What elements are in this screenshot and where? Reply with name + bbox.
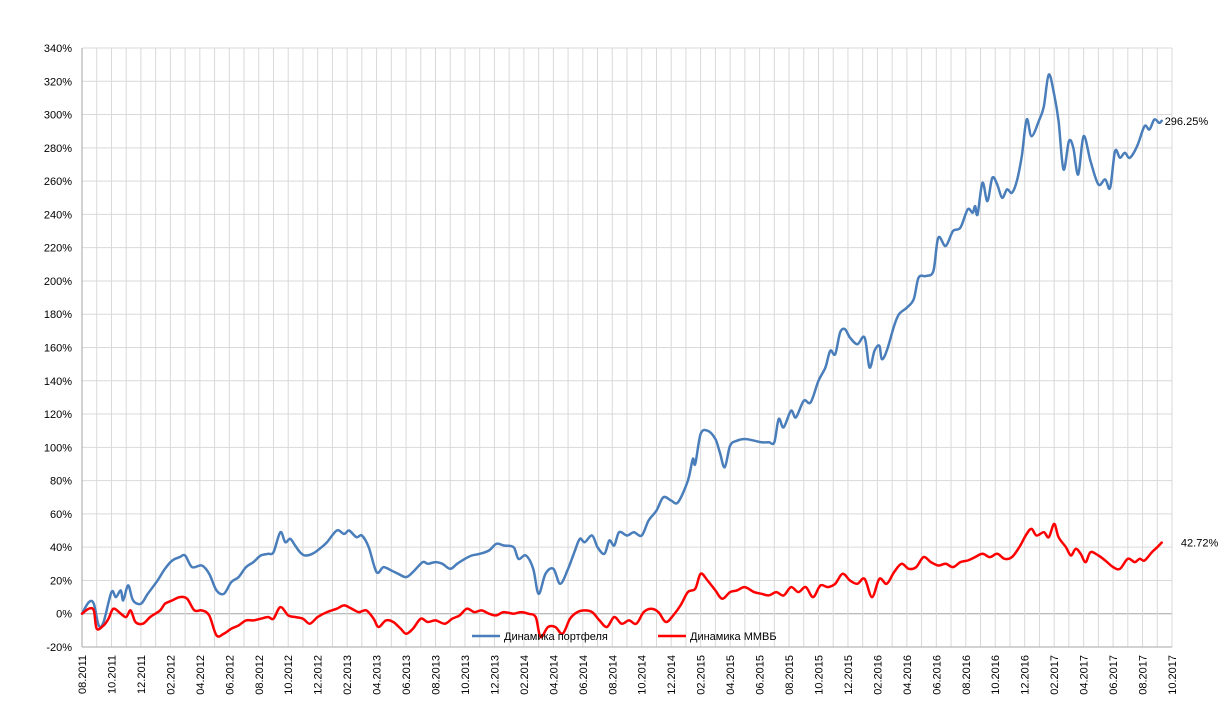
x-tick-label: 02.2013	[342, 655, 354, 695]
y-tick-label: 140%	[44, 376, 72, 388]
x-tick-label: 10.2017	[1167, 655, 1179, 695]
x-tick-label: 12.2015	[843, 655, 855, 695]
x-tick-label: 02.2012	[165, 655, 177, 695]
y-tick-label: 200%	[44, 276, 72, 288]
gridlines	[81, 47, 1173, 648]
y-tick-label: 340%	[44, 43, 72, 55]
x-tick-label: 08.2012	[254, 655, 266, 695]
y-tick-label: 20%	[50, 575, 72, 587]
y-tick-label: 320%	[44, 76, 72, 88]
x-tick-label: 04.2014	[548, 655, 560, 695]
x-tick-label: 10.2011	[106, 655, 118, 694]
y-tick-label: -20%	[46, 642, 72, 654]
y-tick-label: 60%	[50, 509, 72, 521]
x-tick-label: 08.2013	[431, 655, 443, 695]
y-tick-label: 240%	[44, 209, 72, 221]
series-end-label-1: 42.72%	[1169, 538, 1219, 550]
x-tick-label: 10.2013	[460, 655, 472, 695]
x-tick-label: 10.2015	[813, 655, 825, 695]
x-tick-label: 02.2016	[872, 655, 884, 695]
x-tick-label: 10.2014	[637, 655, 649, 695]
x-tick-label: 06.2015	[755, 655, 767, 695]
y-tick-label: 160%	[44, 343, 72, 355]
x-tick-label: 08.2011	[77, 655, 89, 694]
y-tick-label: 120%	[44, 409, 72, 421]
x-tick-label: 12.2012	[313, 655, 325, 695]
y-tick-label: 260%	[44, 176, 72, 188]
x-tick-label: 04.2017	[1079, 655, 1091, 695]
y-tick-label: 220%	[44, 243, 72, 255]
x-tick-label: 02.2017	[1049, 655, 1061, 695]
y-axis-tick-labels: -20% 0% 20% 40% 60% 80% 100% 120% 140% 160% 180% 20…	[44, 43, 72, 654]
x-tick-label: 04.2013	[372, 655, 384, 695]
y-tick-label: 100%	[44, 442, 72, 454]
x-tick-label: 12.2013	[489, 655, 501, 695]
series-end-labels: 296.25% 42.72%	[1165, 116, 1219, 550]
x-tick-label: 04.2015	[725, 655, 737, 695]
x-tick-label: 06.2014	[578, 655, 590, 695]
series-line-0	[80, 73, 1163, 629]
series-lines	[80, 73, 1163, 639]
x-tick-label: 06.2013	[401, 655, 413, 695]
y-tick-label: 40%	[50, 542, 72, 554]
x-tick-label: 10.2012	[283, 655, 295, 695]
x-tick-label: 10.2016	[990, 655, 1002, 695]
y-tick-label: 80%	[50, 476, 72, 488]
x-tick-label: 12.2016	[1020, 655, 1032, 695]
x-tick-label: 04.2016	[902, 655, 914, 695]
y-tick-label: 0%	[56, 609, 72, 621]
series-line-1	[80, 522, 1163, 639]
y-tick-label: 300%	[44, 110, 72, 122]
x-tick-label: 08.2014	[607, 655, 619, 695]
y-tick-label: 280%	[44, 143, 72, 155]
x-tick-label: 02.2015	[696, 655, 708, 695]
series-end-label-0: 296.25%	[1165, 116, 1209, 128]
x-tick-label: 12.2011	[136, 655, 148, 694]
legend-label-1: Динамика ММВБ	[690, 631, 777, 643]
y-tick-label: 180%	[44, 309, 72, 321]
x-axis-tick-labels: 08.2011 10.2011 12.2011 02.2012 04.2012 06.20…	[77, 655, 1179, 695]
x-tick-label: 06.2016	[931, 655, 943, 695]
x-tick-label: 06.2012	[224, 655, 236, 695]
x-tick-label: 04.2012	[195, 655, 207, 695]
legend-label-0: Динамика портфеля	[504, 631, 608, 643]
x-tick-label: 08.2016	[961, 655, 973, 695]
x-tick-label: 08.2017	[1138, 655, 1150, 695]
x-tick-label: 12.2014	[666, 655, 678, 695]
x-tick-label: 08.2015	[784, 655, 796, 695]
x-tick-label: 02.2014	[519, 655, 531, 695]
legend: Динамика портфеля Динамика ММВБ	[472, 631, 777, 643]
x-tick-label: 06.2017	[1108, 655, 1120, 695]
